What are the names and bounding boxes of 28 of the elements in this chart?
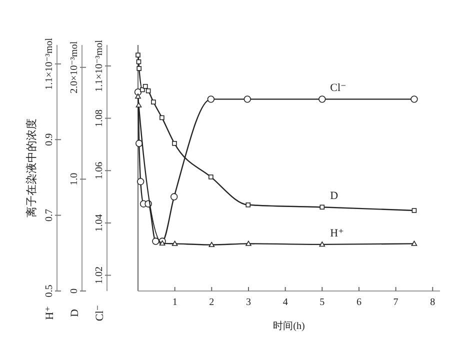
x-tick-label: 1 bbox=[172, 297, 178, 308]
y2-tick-label: 2.0×10⁻³mol bbox=[69, 41, 80, 94]
series-label: D bbox=[330, 190, 338, 202]
x-tick-label: 4 bbox=[282, 297, 288, 308]
y-tick-label: 1.06 bbox=[94, 162, 105, 180]
text: D bbox=[69, 309, 81, 317]
y-tick-label: 1.1×10⁻³mol bbox=[94, 40, 105, 92]
text: 离子在染液中的浓度 bbox=[25, 118, 38, 218]
y3-tick-label: 0.9 bbox=[44, 133, 55, 146]
x-tick-label: 5 bbox=[320, 297, 325, 308]
y-tick-label: 1.04 bbox=[94, 214, 105, 232]
x-axis-title: 时间(h) bbox=[273, 320, 305, 332]
y3-tick-label: 0.5 bbox=[44, 284, 55, 298]
x-tick-label: 3 bbox=[246, 297, 251, 308]
text: Cl⁻ bbox=[94, 304, 106, 322]
y3-tick-label: 0.7 bbox=[44, 209, 55, 222]
y3-tick-label: 1.1×10⁻³mol bbox=[44, 38, 55, 90]
x-tick-label: 7 bbox=[393, 297, 398, 308]
text: H⁺ bbox=[44, 306, 56, 320]
x-tick-label: 8 bbox=[430, 297, 436, 308]
series-label: H⁺ bbox=[330, 227, 344, 240]
y2-tick-label: 1.0 bbox=[69, 172, 80, 186]
x-tick-label: 6 bbox=[356, 297, 362, 308]
y-tick-label: 1.08 bbox=[94, 110, 105, 128]
y2-tick-label: 0 bbox=[69, 288, 80, 294]
series-label: Cl⁻ bbox=[330, 82, 347, 94]
x-tick-label: 2 bbox=[209, 297, 214, 308]
y-tick-label: 1.02 bbox=[94, 266, 105, 284]
